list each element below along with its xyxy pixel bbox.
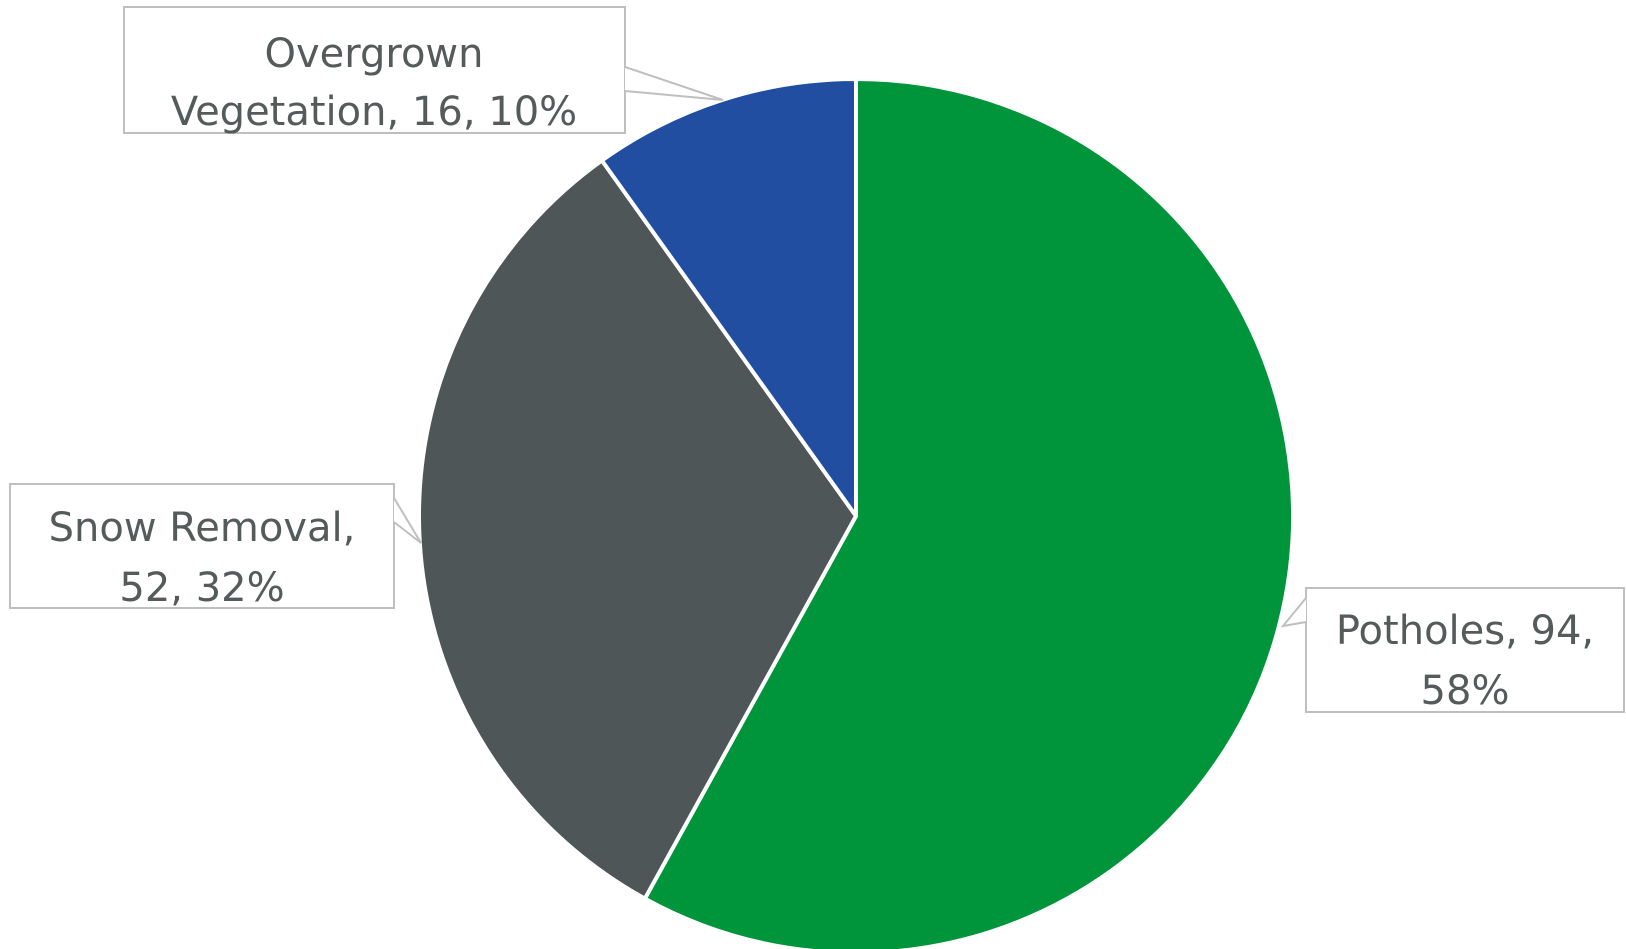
data-label-text: Vegetation, 16, 10% [171, 89, 577, 135]
data-label-overgrown-vegetation: Overgrown Vegetation, 16, 10% [123, 6, 724, 135]
data-label-potholes: Potholes, 94, 58% [1280, 587, 1625, 714]
data-label-box [9, 483, 395, 609]
pie-slices [417, 77, 1295, 949]
data-label-leader [1280, 597, 1307, 628]
data-label-text: Overgrown [264, 31, 483, 77]
data-label-leader [624, 66, 724, 101]
data-label-leader [393, 497, 422, 544]
data-label-box [1305, 587, 1625, 713]
data-label-snow-removal: Snow Removal, 52, 32% [9, 483, 422, 611]
data-label-box [123, 6, 626, 134]
data-label-text: 58% [1421, 668, 1510, 714]
data-label-text: Snow Removal, [49, 505, 356, 551]
data-label-text: Potholes, 94, [1336, 608, 1594, 654]
data-labels: Potholes, 94, 58% Snow Removal, 52, 32% Over… [9, 6, 1625, 714]
pie-slice-potholes [642, 77, 1295, 949]
data-label-text: 52, 32% [119, 565, 284, 611]
